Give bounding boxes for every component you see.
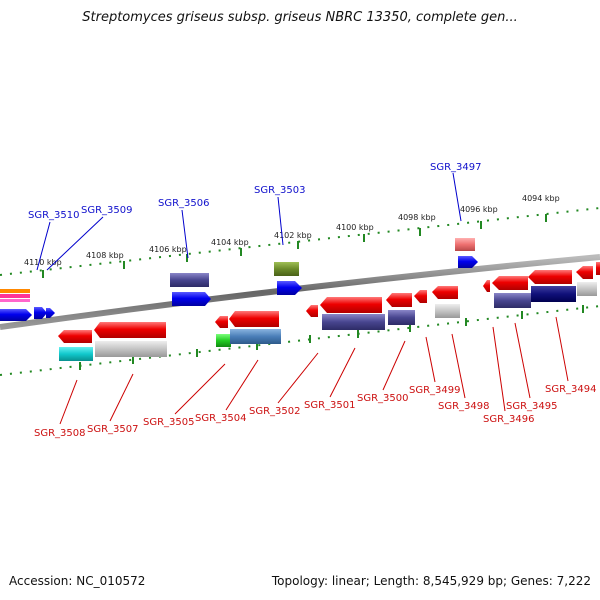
gene-label: SGR_3507	[87, 424, 139, 435]
bottom-gene-labels: SGR_3508 SGR_3507 SGR_3505 SGR_3504 SGR_…	[34, 384, 597, 439]
gene-arrow	[576, 266, 593, 279]
gene-box	[274, 262, 299, 276]
gene-box	[322, 314, 385, 330]
gene-arrow	[46, 308, 55, 318]
kbp-label: 4108 kbp	[86, 251, 124, 260]
gene-arrow	[483, 280, 490, 292]
gene-arrow	[172, 292, 211, 306]
gene-box	[435, 304, 460, 318]
gene-arrow	[320, 297, 382, 313]
gene-label: SGR_3506	[158, 198, 210, 209]
lower-tick-track	[0, 305, 600, 376]
gene-box	[388, 310, 415, 325]
gene-arrow	[58, 330, 92, 343]
genome-backbone	[0, 254, 600, 330]
upper-tick-track	[0, 207, 600, 278]
gene-box	[170, 273, 209, 287]
gene-label: SGR_3509	[81, 205, 133, 216]
gene-label: SGR_3497	[430, 162, 482, 173]
bottom-callouts	[59, 316, 569, 425]
gene-box	[59, 347, 93, 361]
genome-title: Streptomyces griseus subsp. griseus NBRC…	[82, 10, 518, 25]
gene-label: SGR_3496	[483, 414, 535, 425]
gene-arrow	[215, 316, 228, 328]
gene-arrow	[528, 270, 572, 284]
top-callouts	[36, 172, 462, 271]
gene-feature	[0, 289, 30, 293]
gene-feature	[0, 299, 30, 302]
gene-box	[577, 282, 597, 296]
gene-arrow	[458, 256, 478, 268]
kbp-label: 4100 kbp	[336, 223, 374, 232]
accession-text: Accession: NC_010572	[9, 574, 146, 588]
gene-arrow	[414, 290, 427, 303]
genome-summary: Topology: linear; Length: 8,545,929 bp; …	[271, 574, 591, 588]
gene-arrow	[386, 293, 412, 307]
gene-label: SGR_3494	[545, 384, 597, 395]
kbp-label: 4098 kbp	[398, 213, 436, 222]
gene-arrow	[94, 322, 166, 338]
gene-arrow	[34, 307, 47, 319]
kbp-label: 4110 kbp	[24, 258, 62, 267]
gene-arrow	[0, 309, 32, 321]
gene-label: SGR_3504	[195, 413, 247, 424]
gene-arrow	[596, 262, 600, 275]
kbp-label: 4096 kbp	[460, 205, 498, 214]
gene-label: SGR_3499	[409, 385, 461, 396]
gene-label: SGR_3500	[357, 393, 409, 404]
gene-arrow	[432, 286, 458, 299]
gene-label: SGR_3498	[438, 401, 490, 412]
kbp-label: 4106 kbp	[149, 245, 187, 254]
kbp-label: 4104 kbp	[211, 238, 249, 247]
gene-label: SGR_3510	[28, 210, 80, 221]
kbp-label: 4094 kbp	[522, 194, 560, 203]
gene-box	[494, 293, 531, 308]
gene-arrow	[229, 311, 279, 327]
top-gene-labels: SGR_3510 SGR_3509 SGR_3506 SGR_3503 SGR_…	[28, 162, 482, 221]
gene-box	[531, 286, 576, 302]
reverse-genes	[58, 262, 600, 361]
gene-label: SGR_3501	[304, 400, 356, 411]
gene-label: SGR_3508	[34, 428, 86, 439]
gene-label: SGR_3503	[254, 185, 306, 196]
gene-arrow	[492, 276, 528, 290]
gene-label: SGR_3502	[249, 406, 301, 417]
gene-feature	[0, 294, 30, 298]
gene-box	[455, 238, 475, 251]
forward-genes	[0, 238, 478, 321]
kbp-labels: 4110 kbp 4108 kbp 4106 kbp 4104 kbp 4102…	[24, 194, 560, 267]
gene-label: SGR_3495	[506, 401, 558, 412]
gene-box	[230, 329, 281, 344]
gene-box	[95, 341, 167, 357]
gene-arrow	[277, 281, 302, 295]
gene-label: SGR_3505	[143, 417, 195, 428]
kbp-label: 4102 kbp	[274, 231, 312, 240]
gene-box	[216, 334, 231, 347]
gene-arrow	[306, 305, 318, 317]
